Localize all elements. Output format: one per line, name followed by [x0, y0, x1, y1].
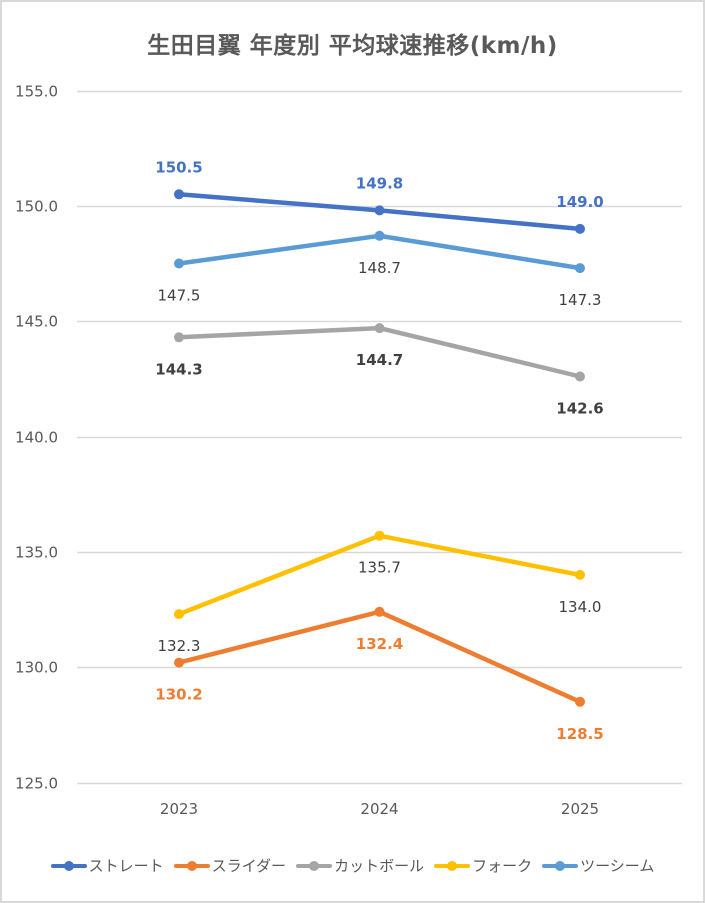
legend-line-marker-icon — [434, 860, 471, 871]
data-label: 134.0 — [559, 598, 602, 616]
series-4 — [174, 530, 585, 620]
legend-item: ストレート — [50, 855, 164, 876]
y-tick-label: 150.0 — [15, 198, 58, 216]
legend-line-marker-icon — [173, 860, 210, 871]
y-tick-label: 125.0 — [15, 775, 58, 793]
data-point — [174, 332, 184, 343]
legend-line-marker-icon — [542, 860, 579, 871]
legend: ストレート スライダー カットボール フォーク ツーシーム — [0, 855, 705, 876]
y-tick-label: 130.0 — [15, 659, 58, 677]
chart-title: 生田目翼 年度別 平均球速推移(km/h) — [147, 33, 558, 59]
data-label: 149.8 — [356, 174, 403, 192]
data-label: 144.3 — [155, 360, 202, 378]
data-point — [374, 205, 385, 216]
data-label: 128.5 — [556, 725, 603, 743]
data-point — [374, 606, 385, 617]
legend-item: スライダー — [173, 855, 287, 876]
data-point — [575, 569, 585, 580]
series-5 — [174, 230, 585, 274]
data-point — [174, 657, 184, 668]
data-label: 149.0 — [556, 193, 603, 211]
series-1 — [174, 189, 585, 234]
data-point — [374, 530, 385, 541]
data-point — [575, 223, 585, 234]
data-label: 132.3 — [158, 637, 201, 655]
legend-item: ツーシーム — [542, 855, 654, 876]
data-label: 142.6 — [556, 400, 603, 418]
data-label: 144.7 — [356, 351, 403, 369]
data-label: 150.5 — [155, 158, 202, 176]
data-labels: 150.5 149.8 149.0 130.2 132.4 128.5 144.3 144.7… — [155, 158, 603, 743]
data-point — [174, 258, 184, 269]
legend-line-marker-icon — [50, 860, 87, 871]
legend-label: ストレート — [88, 857, 164, 875]
legend-label: カットボール — [334, 857, 425, 875]
series-lines — [174, 189, 585, 707]
y-tick-label: 155.0 — [15, 83, 58, 101]
legend-item: カットボール — [296, 855, 424, 876]
x-tick-label: 2023 — [160, 800, 198, 818]
series-line — [176, 609, 583, 705]
data-point — [575, 371, 585, 382]
series-3 — [174, 323, 585, 382]
y-tick-label: 135.0 — [15, 544, 58, 562]
legend-label: ツーシーム — [580, 857, 655, 875]
data-point — [174, 189, 184, 200]
data-label: 135.7 — [358, 559, 401, 577]
y-tick-label: 145.0 — [15, 313, 58, 331]
y-tick-label: 140.0 — [15, 429, 58, 447]
data-point — [174, 609, 184, 620]
legend-label: スライダー — [211, 857, 287, 875]
data-point — [575, 263, 585, 274]
data-label: 147.5 — [158, 287, 201, 305]
legend-line-marker-icon — [296, 860, 333, 871]
x-axis: 2023 2024 2025 — [160, 800, 599, 818]
data-point — [575, 696, 585, 707]
x-tick-label: 2024 — [360, 800, 398, 818]
data-label: 132.4 — [356, 635, 403, 653]
data-label: 147.3 — [559, 291, 602, 309]
data-point — [374, 323, 385, 334]
data-label: 130.2 — [155, 686, 202, 704]
x-tick-label: 2025 — [561, 800, 599, 818]
y-axis: 125.0 130.0 135.0 140.0 145.0 150.0 155.0 — [15, 83, 58, 793]
data-point — [374, 230, 385, 241]
data-label: 148.7 — [358, 259, 401, 277]
series-2 — [174, 606, 585, 707]
legend-item: フォーク — [434, 855, 532, 876]
legend-label: フォーク — [472, 857, 533, 875]
